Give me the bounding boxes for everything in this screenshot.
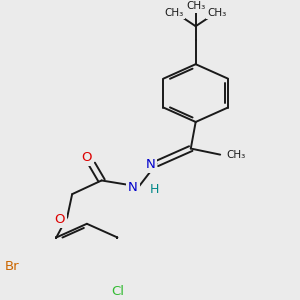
Text: CH₃: CH₃ [208,8,227,17]
Text: O: O [82,151,92,164]
Text: O: O [54,213,65,226]
Text: Cl: Cl [111,285,124,298]
Text: N: N [128,181,138,194]
Text: N: N [146,158,155,171]
Text: CH₃: CH₃ [164,8,184,17]
Text: Br: Br [4,260,19,273]
Text: H: H [150,183,159,196]
Text: CH₃: CH₃ [226,150,245,160]
Text: CH₃: CH₃ [186,2,205,11]
